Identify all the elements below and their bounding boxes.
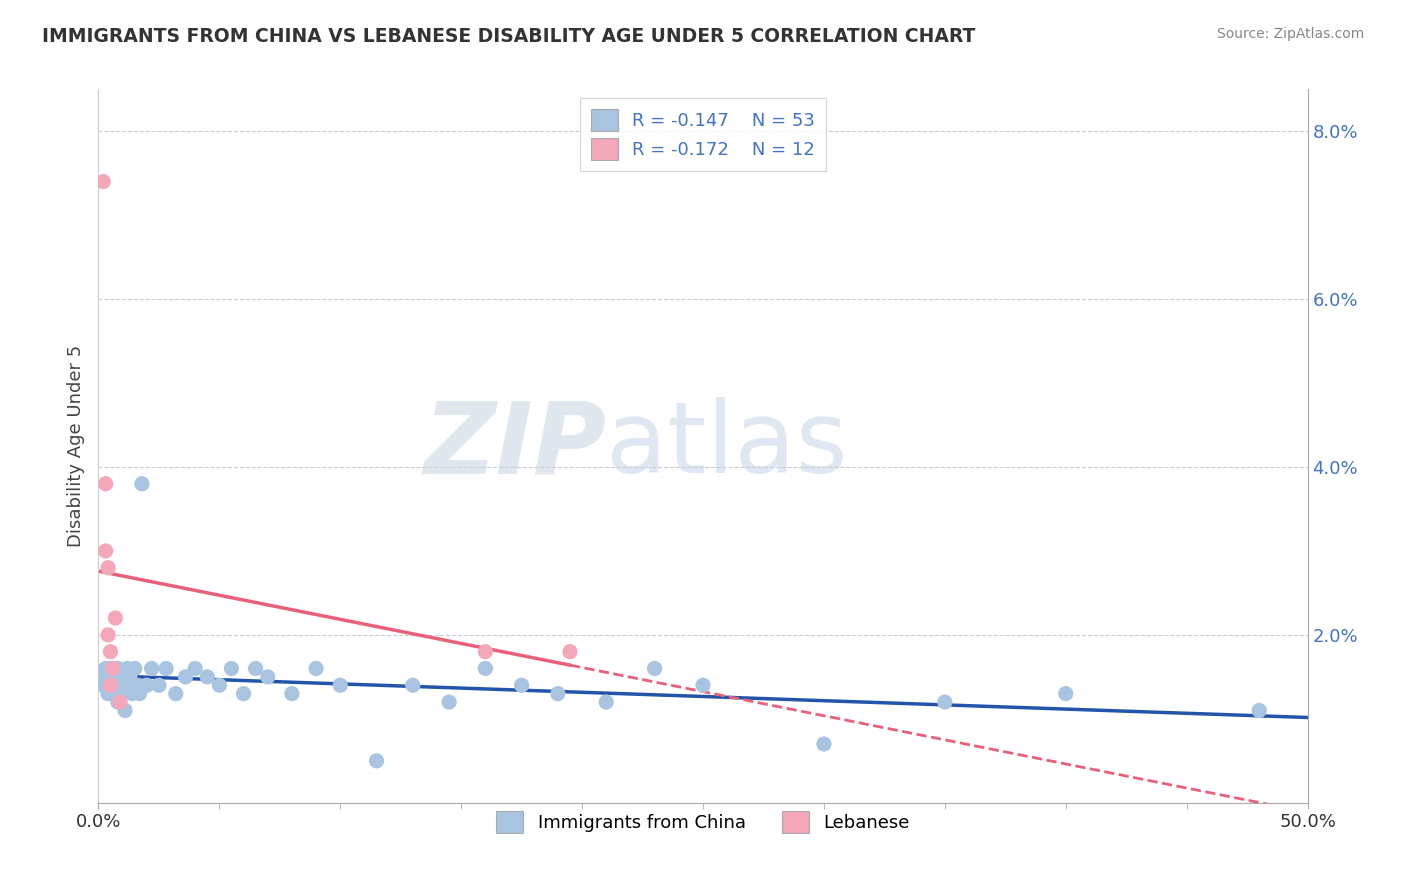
Point: [305, 661, 328, 675]
Point: [184, 661, 207, 675]
Point: [97, 661, 120, 675]
Point: [165, 687, 187, 701]
Text: Source: ZipAtlas.com: Source: ZipAtlas.com: [1216, 27, 1364, 41]
Point: [174, 670, 197, 684]
Point: [155, 661, 177, 675]
Point: [91, 175, 114, 189]
Point: [474, 645, 496, 659]
Point: [101, 661, 124, 675]
Point: [547, 687, 569, 701]
Point: [281, 687, 304, 701]
Point: [121, 687, 143, 701]
Point: [104, 678, 127, 692]
Point: [245, 661, 267, 675]
Point: [510, 678, 533, 692]
Point: [934, 695, 956, 709]
Point: [100, 645, 122, 659]
Point: [94, 544, 117, 558]
Point: [114, 703, 136, 717]
Point: [595, 695, 617, 709]
Point: [97, 628, 120, 642]
Point: [108, 695, 131, 709]
Point: [813, 737, 835, 751]
Point: [208, 678, 231, 692]
Point: [366, 754, 388, 768]
Point: [558, 645, 581, 659]
Point: [100, 678, 122, 692]
Point: [100, 678, 122, 692]
Point: [107, 661, 129, 675]
Y-axis label: Disability Age Under 5: Disability Age Under 5: [66, 345, 84, 547]
Text: IMMIGRANTS FROM CHINA VS LEBANESE DISABILITY AGE UNDER 5 CORRELATION CHART: IMMIGRANTS FROM CHINA VS LEBANESE DISABI…: [42, 27, 976, 45]
Point: [148, 678, 170, 692]
Point: [128, 687, 150, 701]
Point: [402, 678, 425, 692]
Point: [118, 670, 141, 684]
Point: [97, 687, 120, 701]
Point: [195, 670, 218, 684]
Point: [256, 670, 278, 684]
Point: [107, 695, 129, 709]
Point: [101, 661, 124, 675]
Point: [135, 678, 157, 692]
Legend: Immigrants from China, Lebanese: Immigrants from China, Lebanese: [485, 800, 921, 844]
Point: [474, 661, 496, 675]
Point: [111, 678, 134, 692]
Point: [97, 560, 120, 574]
Point: [124, 661, 146, 675]
Text: ZIP: ZIP: [423, 398, 606, 494]
Point: [232, 687, 254, 701]
Point: [127, 678, 149, 692]
Point: [329, 678, 352, 692]
Point: [101, 687, 124, 701]
Point: [111, 670, 134, 684]
Point: [91, 678, 114, 692]
Point: [644, 661, 666, 675]
Point: [141, 661, 163, 675]
Point: [437, 695, 460, 709]
Point: [1249, 703, 1271, 717]
Point: [104, 611, 127, 625]
Point: [131, 476, 153, 491]
Point: [117, 661, 139, 675]
Point: [94, 476, 117, 491]
Point: [94, 670, 117, 684]
Text: atlas: atlas: [606, 398, 848, 494]
Point: [94, 661, 117, 675]
Point: [100, 670, 122, 684]
Point: [108, 687, 131, 701]
Point: [692, 678, 714, 692]
Point: [221, 661, 243, 675]
Point: [104, 670, 127, 684]
Point: [1054, 687, 1077, 701]
